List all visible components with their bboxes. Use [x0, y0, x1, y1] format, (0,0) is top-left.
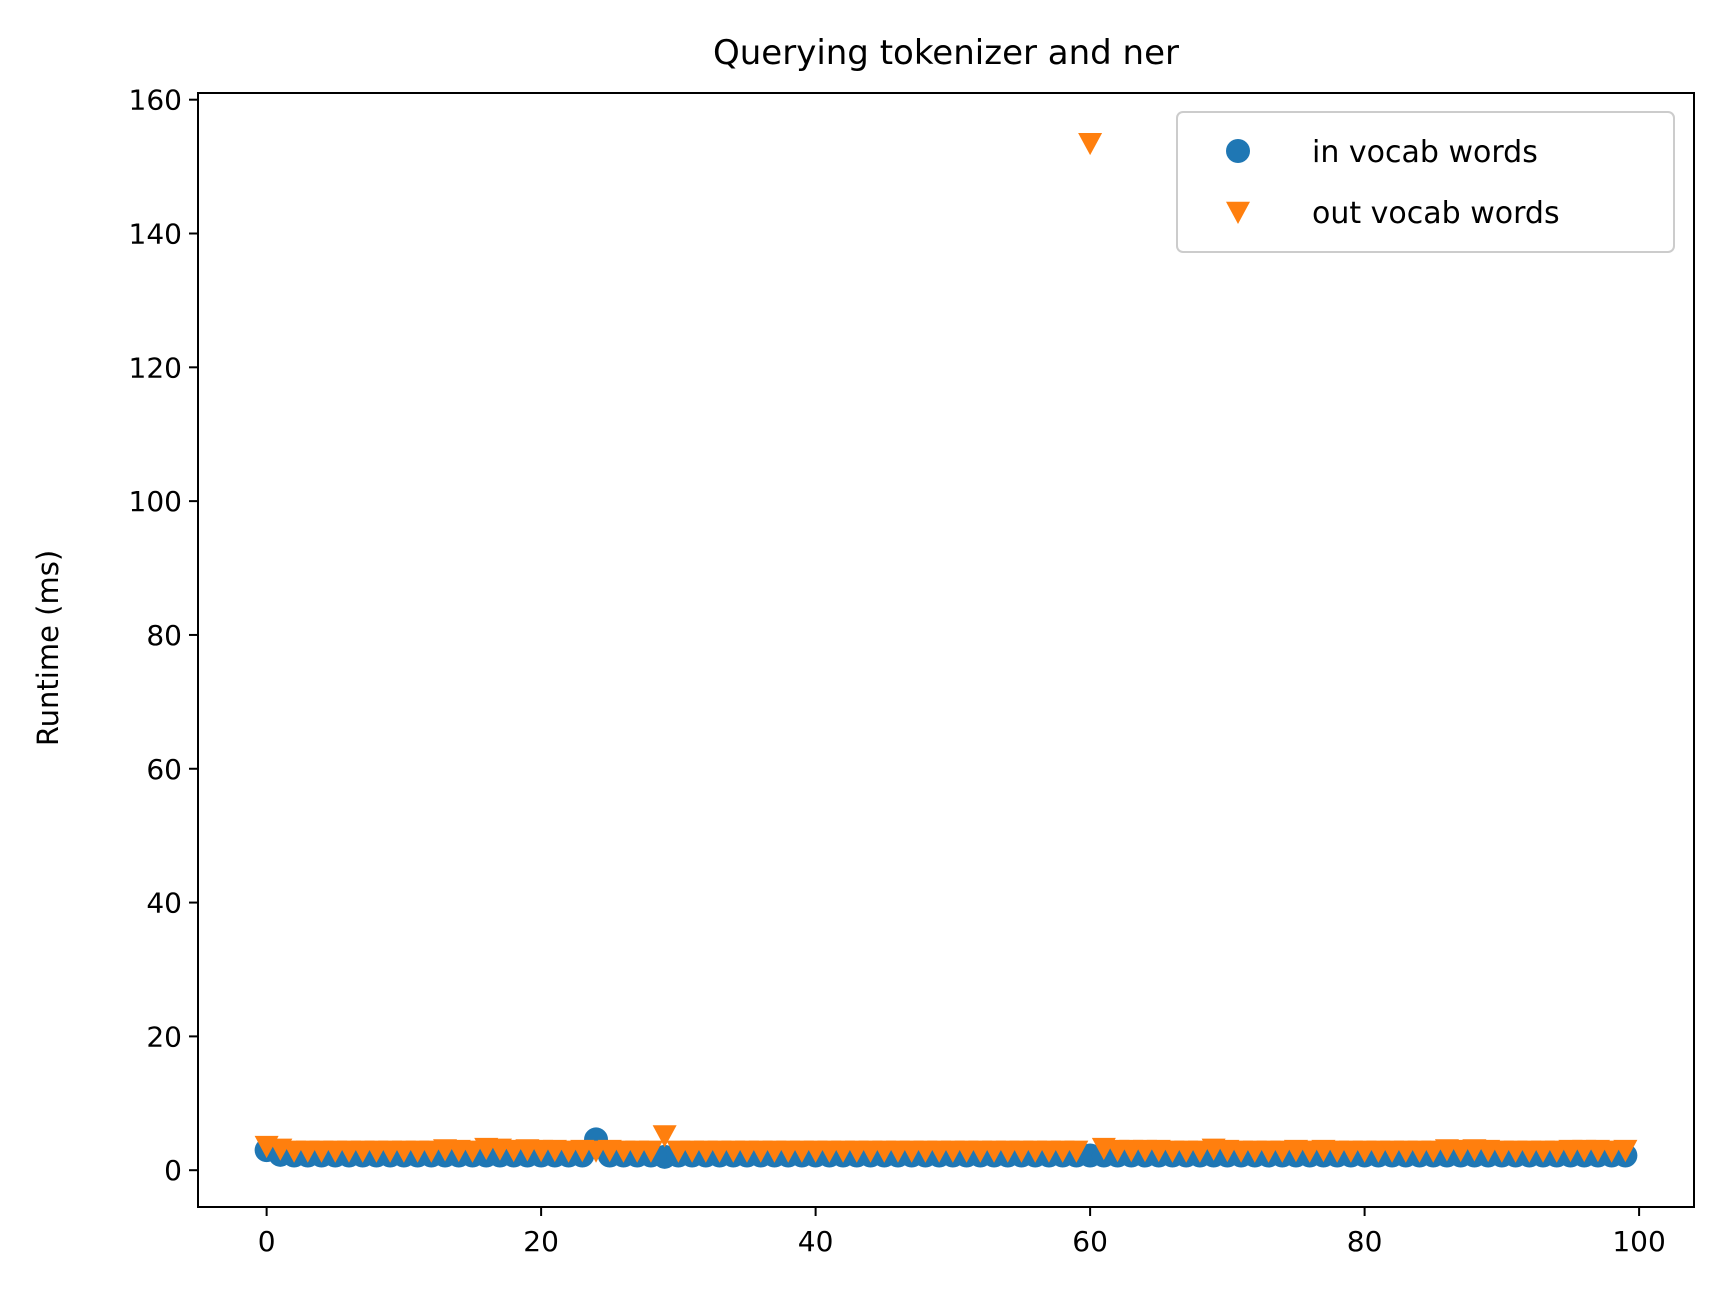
y-tick-label: 120: [129, 351, 182, 384]
x-tick-label: 80: [1347, 1225, 1383, 1258]
legend: in vocab words out vocab words: [1176, 111, 1675, 253]
series-out-vocab: [254, 132, 1638, 1163]
plot-area: 0 20 40 60 80 100 0 20 40 60 80 100 120 140 160: [129, 84, 1695, 1258]
x-tick-label: 20: [523, 1225, 559, 1258]
y-tick-label: 140: [129, 218, 182, 251]
legend-label: in vocab words: [1312, 135, 1538, 170]
data-point-triangle: [1064, 1140, 1089, 1163]
legend-marker: [1226, 139, 1250, 163]
x-tick-label: 60: [1072, 1225, 1108, 1258]
y-tick-label: 160: [129, 84, 182, 117]
y-tick-label: 80: [146, 619, 182, 652]
data-point-triangle: [1078, 132, 1103, 156]
x-tick-label: 100: [1612, 1225, 1665, 1258]
y-tick-label: 0: [164, 1154, 182, 1187]
data-point-triangle: [1613, 1139, 1638, 1163]
x-tick-label: 40: [798, 1225, 834, 1258]
legend-box: [1176, 111, 1675, 253]
y-tick-label: 100: [129, 485, 182, 518]
data-point-triangle: [460, 1140, 485, 1163]
axes-frame: [197, 92, 1695, 1208]
y-axis-label: Runtime (ms): [31, 550, 65, 746]
legend-label: out vocab words: [1312, 196, 1560, 231]
data-point-triangle: [638, 1140, 663, 1163]
data-point-triangle: [652, 1125, 677, 1148]
y-tick-label: 20: [146, 1020, 182, 1053]
x-tick-label: 0: [258, 1225, 276, 1258]
y-tick-label: 40: [146, 887, 182, 920]
chart-title: Querying tokenizer and ner: [713, 33, 1179, 73]
y-tick-label: 60: [146, 753, 182, 786]
legend-marker: [1226, 201, 1250, 224]
